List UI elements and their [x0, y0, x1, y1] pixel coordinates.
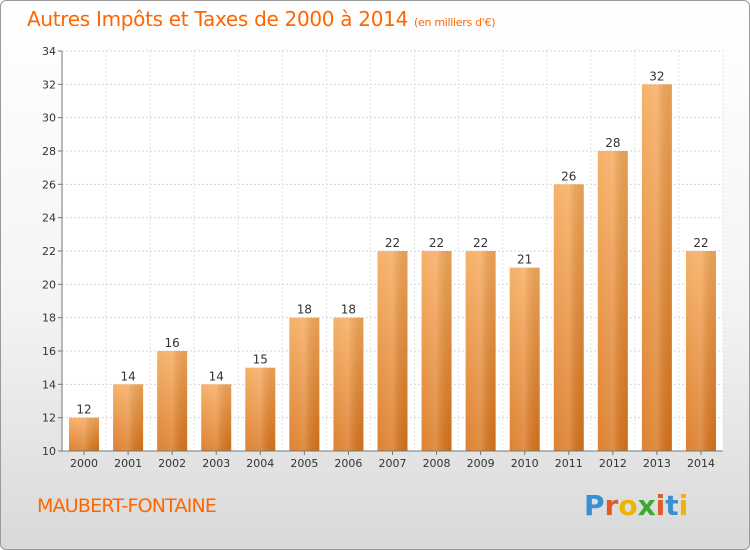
data-label: 32	[649, 69, 664, 83]
x-tick-label: 2010	[511, 457, 539, 470]
x-tick-label: 2012	[599, 457, 627, 470]
bar-shine	[641, 84, 672, 451]
logo-letter: i	[655, 489, 666, 522]
x-tick-label: 2004	[246, 457, 274, 470]
data-label: 22	[693, 236, 708, 250]
bar-shine	[597, 151, 628, 451]
y-tick-label: 32	[42, 78, 56, 91]
y-tick-label: 14	[42, 378, 56, 391]
y-tick-label: 24	[42, 212, 56, 225]
data-label: 16	[165, 336, 180, 350]
x-tick-label: 2003	[202, 457, 230, 470]
y-tick-label: 16	[42, 345, 56, 358]
axes: 10 12 14 16 18 20 22 24 26 28 30 32 34 2000 2001 2002 20…	[42, 45, 723, 470]
y-tick-label: 10	[42, 445, 56, 458]
logo-letter: i	[678, 489, 689, 522]
y-tick-label: 34	[42, 45, 56, 58]
x-tick-label: 2001	[114, 457, 142, 470]
town-name: MAUBERT-FONTAINE	[37, 495, 217, 517]
chart-title-text: Autres Impôts et Taxes de 2000 à 2014	[27, 7, 408, 31]
x-tick-label: 2013	[643, 457, 671, 470]
bar-shine	[69, 417, 100, 451]
bars	[69, 84, 716, 452]
logo-letter: t	[665, 489, 679, 522]
data-label: 18	[341, 303, 356, 317]
logo-letter: P	[584, 489, 605, 522]
proxiti-logo[interactable]: Proxiti	[584, 489, 688, 522]
data-label: 22	[385, 236, 400, 250]
logo-letter: o	[618, 489, 638, 522]
y-tick-label: 18	[42, 312, 56, 325]
data-label: 28	[605, 136, 620, 150]
bar-shine	[465, 251, 496, 451]
y-tick-label: 28	[42, 145, 56, 158]
x-tick-label: 2002	[158, 457, 186, 470]
y-tick-label: 12	[42, 412, 56, 425]
data-label: 22	[473, 236, 488, 250]
data-label: 14	[209, 369, 224, 383]
x-tick-label: 2008	[423, 457, 451, 470]
data-label: 15	[253, 353, 268, 367]
bar-shine	[377, 251, 408, 451]
data-label: 14	[120, 369, 135, 383]
bar-shine	[421, 251, 452, 451]
x-tick-label: 2005	[290, 457, 318, 470]
logo-letter: x	[637, 489, 656, 522]
x-tick-label: 2006	[334, 457, 362, 470]
bar-shine	[113, 384, 144, 451]
x-tick-label: 2011	[555, 457, 583, 470]
bar-shine	[685, 251, 716, 451]
bar-shine	[245, 367, 276, 451]
bar-shine	[553, 184, 584, 452]
chart-title: Autres Impôts et Taxes de 2000 à 2014 (en…	[27, 7, 495, 31]
y-tick-label: 20	[42, 278, 56, 291]
data-label: 22	[429, 236, 444, 250]
bar-shine	[157, 351, 188, 451]
bar-shine	[333, 317, 364, 451]
data-label: 26	[561, 169, 576, 183]
logo-letter: r	[604, 489, 619, 522]
x-tick-label: 2009	[467, 457, 495, 470]
data-label: 12	[76, 403, 91, 417]
x-tick-label: 2000	[70, 457, 98, 470]
y-tick-label: 26	[42, 178, 56, 191]
x-tick-label: 2014	[687, 457, 715, 470]
y-tick-label: 30	[42, 112, 56, 125]
bar-shine	[201, 384, 232, 451]
bar-shine	[289, 317, 320, 451]
data-labels: 12 14 16 14 15 18 18 22 22 22 21 26 28 32 22	[76, 69, 708, 416]
y-tick-label: 22	[42, 245, 56, 258]
data-label: 18	[297, 303, 312, 317]
data-label: 21	[517, 253, 532, 267]
bar-shine	[509, 267, 540, 451]
grid-lines	[61, 50, 724, 452]
chart-unit: (en milliers d'€)	[414, 16, 496, 29]
x-tick-label: 2007	[379, 457, 407, 470]
